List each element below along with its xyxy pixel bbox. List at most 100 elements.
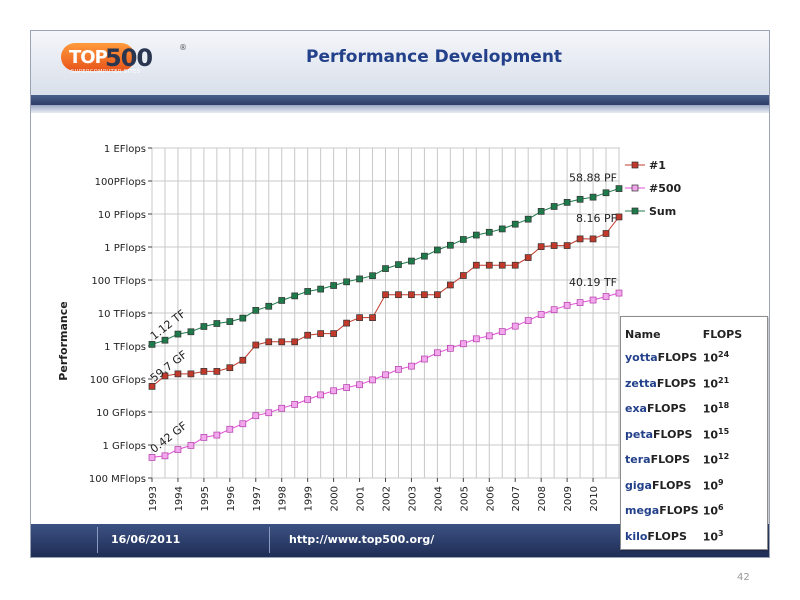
- y-tick-label: 1 GFlops: [103, 441, 147, 452]
- prefix-text: mega: [625, 504, 660, 518]
- data-point: [589, 296, 597, 304]
- data-point: [187, 442, 195, 449]
- data-point: [291, 338, 299, 346]
- data-point: [537, 243, 545, 250]
- prefix-text: yotta: [625, 351, 658, 365]
- data-point: [421, 252, 428, 260]
- data-point: [226, 318, 234, 325]
- base-text: 10: [702, 505, 719, 519]
- footer-url-link[interactable]: http://www.top500.org/: [289, 533, 435, 546]
- table-row: exaFLOPS 1018: [625, 396, 748, 422]
- data-point: [576, 299, 584, 306]
- prefix-text: giga: [625, 478, 652, 492]
- base-text: 10: [702, 454, 719, 468]
- slide: TOP 500 ® SUPERCOMPUTER SITES Performanc…: [30, 30, 770, 558]
- data-point: [472, 231, 480, 239]
- performance-chart: 100 MFlops 1 GFlops 10 GFlops 100 GFlops 1 T…: [57, 144, 682, 511]
- suffix-text: FLOPS: [657, 351, 698, 365]
- logo-top-text: TOP: [69, 47, 108, 68]
- flops-value-cell: 1018: [703, 396, 748, 422]
- data-point: [395, 291, 402, 299]
- data-point: [174, 370, 182, 378]
- prefix-name-cell: zettaFLOPS: [625, 371, 703, 397]
- data-point: [550, 203, 558, 210]
- exponent-text: 21: [718, 375, 730, 385]
- exponent-text: 18: [718, 401, 730, 411]
- data-point: [239, 356, 247, 364]
- x-tick-label: 2001: [356, 486, 367, 511]
- data-point: [550, 242, 558, 249]
- data-point: [369, 314, 376, 321]
- y-tick-label: 1 PFlops: [104, 243, 146, 254]
- y-tick-label: 100PFlops: [95, 177, 146, 188]
- data-point: [563, 242, 571, 249]
- flops-value-cell: 1012: [703, 447, 748, 473]
- data-point: [511, 220, 519, 228]
- data-point: [200, 434, 208, 441]
- header-bar: [31, 31, 769, 95]
- table-row: teraFLOPS 1012: [625, 447, 748, 473]
- data-point: [265, 338, 273, 346]
- data-point: [563, 301, 571, 309]
- data-point: [550, 306, 558, 314]
- base-text: 10: [702, 352, 719, 366]
- data-point: [330, 330, 337, 337]
- data-point: [317, 285, 324, 293]
- suffix-text: FLOPS: [646, 402, 687, 416]
- data-point: [278, 338, 286, 346]
- data-point: [408, 257, 415, 265]
- flops-value-cell: 1024: [703, 345, 748, 371]
- x-tick-label: 1994: [174, 486, 185, 511]
- exponent-text: 24: [718, 350, 730, 360]
- data-point: [213, 320, 221, 327]
- data-point: [537, 311, 545, 318]
- suffix-text: FLOPS: [647, 529, 687, 543]
- prefix-text: peta: [625, 427, 654, 441]
- data-point: [447, 344, 454, 352]
- data-point: [472, 261, 480, 269]
- data-point: [421, 355, 428, 363]
- data-point: [356, 381, 363, 389]
- x-tick-label: 1996: [226, 486, 237, 511]
- data-point: [615, 213, 623, 221]
- x-tick-label: 2000: [330, 486, 341, 511]
- prefix-name-cell: gigaFLOPS: [625, 473, 703, 499]
- data-point: [576, 235, 584, 243]
- footer-date: 16/06/2011: [111, 533, 181, 546]
- data-annotation: 8.16 PF: [576, 212, 617, 225]
- exponent-text: 6: [718, 503, 724, 513]
- suffix-text: FLOPS: [656, 376, 697, 390]
- data-point: [317, 330, 324, 337]
- flops-prefix-table: Name FLOPS yottaFLOPS 1024 zettaFLOPS 1021 e…: [620, 316, 768, 550]
- page-number: 42: [737, 572, 750, 583]
- y-tick-label: 100 GFlops: [90, 375, 146, 386]
- data-point: [382, 371, 389, 379]
- data-point: [278, 297, 286, 304]
- data-point: [187, 370, 195, 378]
- footer-separator: [269, 527, 270, 553]
- table-row: megaFLOPS 106: [625, 498, 748, 524]
- data-point: [226, 364, 234, 372]
- data-point: [226, 425, 234, 433]
- footer-separator: [97, 527, 98, 553]
- x-tick-label: 1999: [304, 486, 315, 511]
- data-point: [472, 335, 480, 343]
- flops-value-cell: 106: [703, 498, 748, 524]
- base-text: 10: [702, 428, 719, 442]
- slide-title: Performance Development: [306, 47, 563, 67]
- data-point: [330, 387, 337, 395]
- y-tick-label: 1 EFlops: [104, 144, 146, 155]
- data-point: [537, 208, 545, 215]
- header-band-light: [31, 105, 769, 113]
- data-point: [498, 261, 506, 269]
- exponent-text: 9: [718, 477, 724, 487]
- header-band: [31, 95, 769, 105]
- data-point: [356, 275, 363, 283]
- data-point: [434, 291, 441, 299]
- data-point: [330, 282, 337, 289]
- data-point: [408, 362, 415, 370]
- data-point: [213, 368, 221, 375]
- data-point: [459, 272, 467, 279]
- exponent-text: 15: [718, 426, 730, 436]
- data-point: [382, 291, 389, 299]
